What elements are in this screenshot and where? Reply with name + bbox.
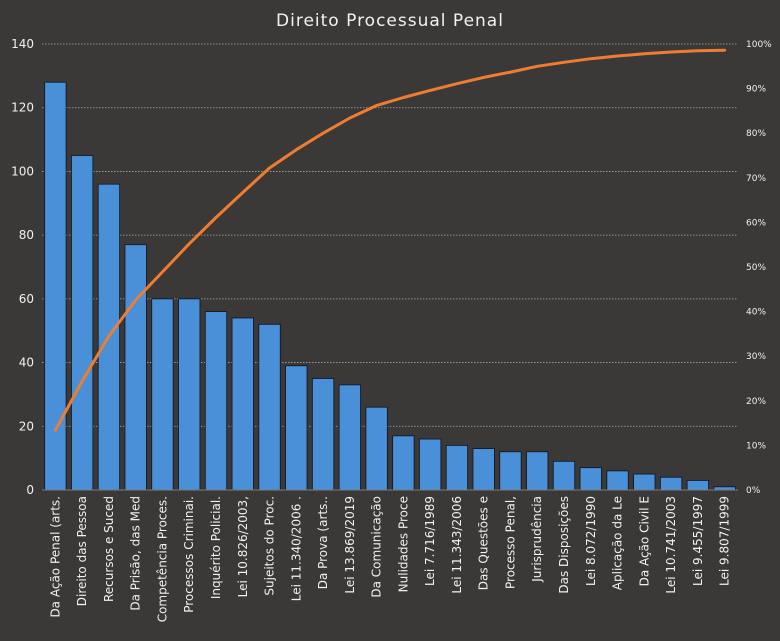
bar-series — [44, 81, 736, 491]
y-axis-left: 0 20 40 60 80 100 120 140 — [11, 37, 34, 497]
y-tick-label-right: 70% — [746, 174, 766, 184]
y-tick-label-left: 120 — [11, 101, 34, 115]
x-tick-label: Da Ação Penal (arts. — [48, 496, 62, 618]
x-tick-label: Inquérito Policial. — [209, 496, 223, 599]
y-tick-label-right: 50% — [746, 263, 766, 273]
y-tick-label-right: 0% — [746, 486, 761, 496]
cumulative-line — [53, 48, 727, 432]
y-tick-label-left: 60 — [19, 292, 34, 306]
chart-title: Direito Processual Penal — [276, 11, 504, 31]
x-tick-label: Da Ação Civil E — [637, 496, 651, 586]
bar — [151, 298, 174, 491]
bar — [231, 317, 254, 491]
x-tick-label: Recursos e Suced — [102, 496, 116, 602]
bar — [338, 384, 361, 491]
y-tick-label-left: 40 — [19, 356, 34, 370]
x-tick-label: Jurisprudência — [530, 496, 544, 583]
x-tick-label: Lei 11.340/2006 . — [289, 496, 303, 601]
bar — [419, 438, 442, 491]
bar — [633, 473, 656, 491]
cumulative-line-series — [53, 48, 727, 432]
x-tick-label: Processo Penal, — [503, 496, 517, 589]
bar — [579, 467, 602, 491]
y-tick-label-right: 90% — [746, 85, 766, 95]
y-tick-label-left: 0 — [26, 483, 34, 497]
x-tick-label: Competência Proces. — [155, 496, 169, 622]
x-tick-label: Da Prisão, das Med — [129, 496, 143, 611]
x-tick-label: Lei 10.826/2003, — [236, 496, 250, 597]
x-tick-label: Lei 9.455/1997 — [691, 496, 705, 586]
y-tick-label-left: 80 — [19, 228, 34, 242]
x-tick-label: Aplicação da Le — [611, 496, 625, 590]
y-tick-label-left: 20 — [19, 419, 34, 433]
bar — [526, 451, 549, 491]
y-tick-label-right: 100% — [746, 40, 772, 50]
bar — [659, 476, 683, 491]
bar — [472, 448, 495, 491]
bar — [71, 155, 94, 491]
x-tick-label: Direito das Pessoa — [75, 496, 89, 606]
bar — [552, 460, 576, 491]
y-tick-label-right: 30% — [746, 352, 766, 362]
x-tick-label: Nulidades Proce — [396, 496, 410, 592]
x-tick-label: Das Questões e — [477, 496, 491, 590]
x-tick-label: Lei 9.807/1999 — [718, 496, 732, 586]
y-tick-label-right: 20% — [746, 397, 766, 407]
x-tick-label: Lei 10.741/2003 — [664, 496, 678, 594]
bar — [445, 444, 469, 491]
bar — [258, 323, 281, 491]
bar — [178, 298, 201, 491]
bar — [204, 311, 228, 491]
x-tick-label: Das Disposições — [557, 496, 571, 594]
x-tick-label: Lei 11.343/2006 — [450, 496, 464, 594]
x-tick-label: Lei 7.716/1989 — [423, 496, 437, 586]
x-axis: Da Ação Penal (arts. Direito das Pessoa Re… — [42, 489, 738, 622]
bar — [124, 244, 147, 491]
x-tick-label: Lei 13.869/2019 — [343, 496, 357, 594]
y-tick-label-left: 100 — [11, 164, 34, 178]
bar — [686, 480, 709, 491]
y-tick-label-left: 140 — [11, 37, 34, 51]
bar — [365, 406, 388, 491]
y-tick-label-right: 40% — [746, 308, 766, 318]
bar — [311, 378, 335, 491]
bar — [606, 470, 629, 491]
y-tick-label-right: 10% — [746, 441, 766, 451]
bar — [285, 365, 308, 491]
y-tick-label-right: 60% — [746, 218, 766, 228]
x-tick-label: Lei 8.072/1990 — [584, 496, 598, 586]
x-tick-label: Da Comunicação — [370, 496, 384, 598]
grid-lines — [42, 43, 738, 427]
bar — [499, 451, 522, 491]
y-axis-right: 0% 10% 20% 30% 40% 50% 60% 70% 80% 90% 100% — [746, 40, 772, 496]
x-tick-label: Da Prova (arts.. — [316, 496, 330, 589]
bar — [392, 435, 415, 491]
x-tick-label: Sujeitos do Proc. — [263, 496, 277, 596]
y-tick-label-right: 80% — [746, 129, 766, 139]
x-tick-label: Processos Criminai. — [182, 496, 196, 613]
